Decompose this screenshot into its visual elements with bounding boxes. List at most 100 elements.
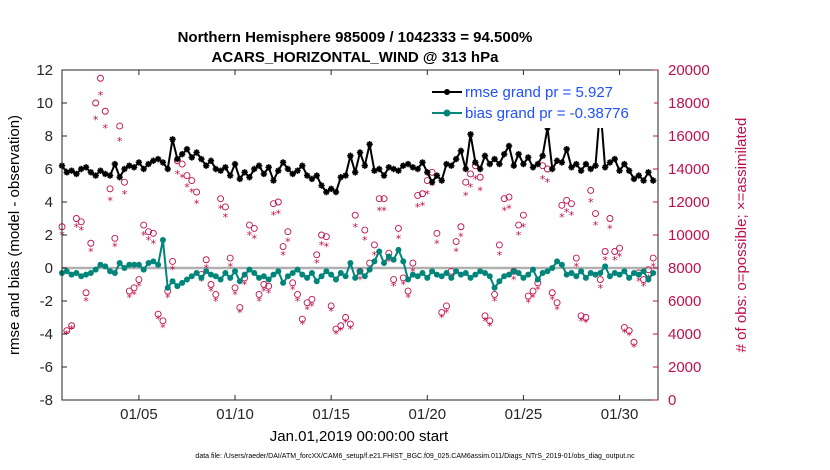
bias-point xyxy=(241,271,248,278)
obs-possible-point xyxy=(414,191,422,199)
rmse-point xyxy=(251,165,258,173)
obs-assimilated-point: * xyxy=(175,168,181,181)
bias-point xyxy=(400,258,407,265)
obs-assimilated-point: * xyxy=(540,173,546,186)
obs-assimilated-point: * xyxy=(583,316,589,329)
rmse-point xyxy=(553,157,561,164)
obs-assimilated-point: * xyxy=(516,229,522,242)
obs-assimilated-point: * xyxy=(525,297,531,310)
obs-possible-point xyxy=(467,170,474,178)
obs-assimilated-point: * xyxy=(266,287,272,300)
obs-possible-point xyxy=(250,224,258,232)
obs-possible-point xyxy=(318,231,325,239)
obs-assimilated-point: * xyxy=(69,323,75,336)
obs-possible-point xyxy=(486,317,494,325)
obs-assimilated-point: * xyxy=(564,206,570,219)
obs-assimilated-point: * xyxy=(453,246,459,259)
obs-possible-point xyxy=(178,160,186,168)
bias-point xyxy=(188,273,195,280)
rmse-point xyxy=(246,174,253,181)
bias-point xyxy=(63,268,70,275)
bias-point xyxy=(97,261,104,268)
rmse-point xyxy=(111,160,119,168)
legend-bias-marker xyxy=(443,109,451,117)
obs-possible-point xyxy=(274,198,282,206)
legend-rmse-label: rmse grand pr = 5.927 xyxy=(465,84,613,101)
obs-possible-point xyxy=(284,228,292,236)
obs-possible-point xyxy=(361,226,369,234)
bias-point xyxy=(395,246,402,253)
obs-possible-point xyxy=(289,279,297,287)
rmse-point xyxy=(640,177,647,184)
bias-point xyxy=(381,260,388,267)
rmse-point xyxy=(159,159,167,166)
rmse-point xyxy=(630,175,638,183)
obs-possible-point xyxy=(616,244,623,252)
obs-assimilated-point: * xyxy=(213,295,219,308)
bias-point xyxy=(558,261,565,268)
bias-point xyxy=(409,271,416,278)
x-tick-label: 01/25 xyxy=(505,406,543,423)
obs-assimilated-point: * xyxy=(348,323,354,336)
obs-assimilated-point: * xyxy=(554,303,560,316)
obs-possible-point xyxy=(82,289,90,297)
obs-assimilated-point: * xyxy=(372,249,378,262)
bias-point xyxy=(256,274,263,281)
obs-possible-point xyxy=(121,178,128,186)
bias-point xyxy=(107,268,114,275)
bias-point xyxy=(530,266,537,273)
rmse-point xyxy=(601,164,609,171)
obs-assimilated-point: * xyxy=(151,237,157,250)
rmse-point xyxy=(491,155,498,163)
obs-assimilated-point: * xyxy=(295,295,301,308)
obs-possible-point xyxy=(116,122,124,130)
legend-box xyxy=(424,78,654,128)
bias-point xyxy=(232,268,239,275)
rmse-point xyxy=(380,172,388,179)
obs-possible-point xyxy=(154,310,162,318)
rmse-point xyxy=(616,167,623,174)
obs-possible-point xyxy=(337,322,345,330)
obs-assimilated-point: * xyxy=(64,328,70,341)
bias-point xyxy=(73,269,80,276)
bias-point xyxy=(506,271,512,278)
obs-assimilated-point: * xyxy=(650,260,656,273)
bias-point xyxy=(438,273,445,280)
rmse-point xyxy=(404,160,412,168)
rmse-point xyxy=(356,149,364,156)
obs-assimilated-point: * xyxy=(396,232,402,245)
bias-point xyxy=(284,273,291,280)
rmse-point xyxy=(462,165,469,173)
obs-assimilated-point: * xyxy=(415,201,421,214)
bias-point xyxy=(198,274,205,281)
rmse-point xyxy=(414,165,421,173)
bias-point xyxy=(597,269,604,276)
obs-assimilated-point: * xyxy=(559,211,565,224)
rmse-point xyxy=(371,167,378,174)
obs-assimilated-point: * xyxy=(401,279,407,292)
bias-point xyxy=(534,276,541,283)
obs-assimilated-point: * xyxy=(487,320,493,333)
obs-possible-point xyxy=(270,200,277,208)
bias-series-line xyxy=(61,239,655,291)
legend-rmse-marker xyxy=(444,89,450,95)
bias-point xyxy=(496,278,503,285)
y-right-tick-label: 0 xyxy=(668,392,676,409)
rmse-point xyxy=(481,152,489,159)
obs-possible-point xyxy=(92,99,100,107)
obs-possible-point xyxy=(558,201,566,209)
bias-point xyxy=(251,269,258,276)
rmse-point xyxy=(621,160,628,168)
obs-assimilated-point: * xyxy=(425,188,431,201)
obs-possible-point xyxy=(202,256,210,264)
obs-assimilated-point: * xyxy=(612,254,618,267)
bias-point xyxy=(424,274,431,281)
rmse-point xyxy=(424,169,431,176)
obs-assimilated-point: * xyxy=(256,295,262,308)
obs-assimilated-point: * xyxy=(304,303,310,316)
obs-assimilated-point: * xyxy=(103,122,109,135)
obs-possible-point xyxy=(563,196,571,204)
obs-assimilated-point: * xyxy=(631,341,637,354)
obs-assimilated-point: * xyxy=(574,260,580,273)
rmse-point xyxy=(529,164,537,171)
